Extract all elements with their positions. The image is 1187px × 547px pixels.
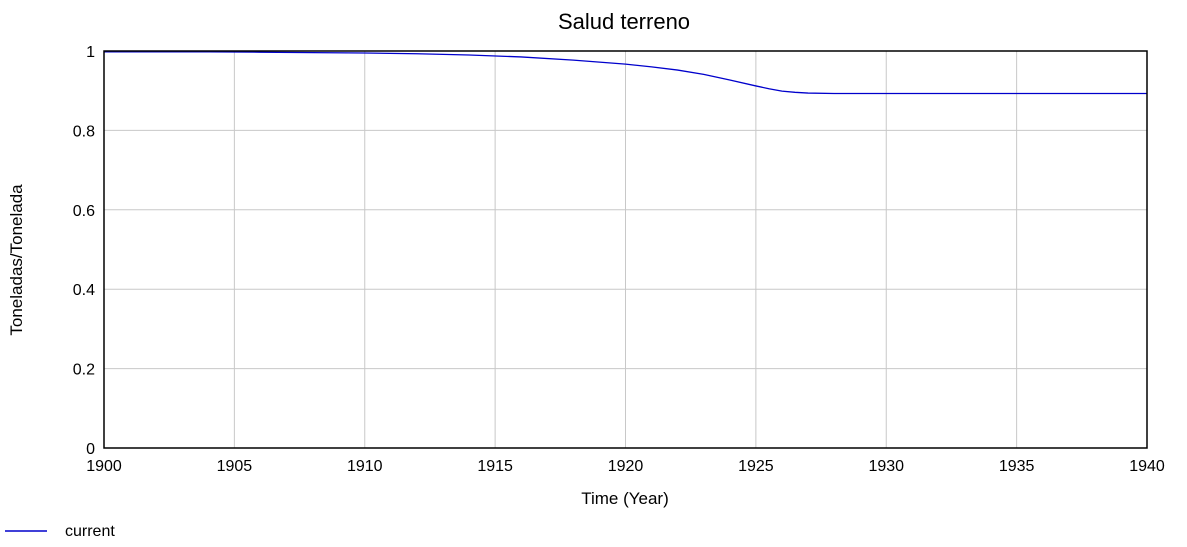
x-tick-label: 1915 <box>477 458 513 475</box>
x-axis-label: Time (Year) <box>581 489 669 508</box>
x-tick-labels: 1900 1905 1910 1915 1920 1925 1930 1935 1940 <box>86 458 1165 475</box>
legend: current <box>5 523 115 540</box>
y-tick-label: 1 <box>86 44 95 61</box>
y-tick-label: 0.4 <box>73 282 95 299</box>
x-tick-label: 1905 <box>217 458 253 475</box>
x-tick-label: 1930 <box>868 458 904 475</box>
y-tick-label: 0.8 <box>73 123 95 140</box>
y-axis-label: Toneladas/Tonelada <box>7 184 26 336</box>
series-layer <box>104 51 1147 95</box>
series-line-current <box>104 51 1147 95</box>
y-tick-label: 0 <box>86 441 95 458</box>
x-tick-label: 1935 <box>999 458 1035 475</box>
y-tick-label: 0.6 <box>73 203 95 220</box>
plot-frame <box>103 50 1148 449</box>
chart-title: Salud terreno <box>558 9 690 34</box>
grid-lines <box>104 51 1147 448</box>
x-tick-label: 1940 <box>1129 458 1165 475</box>
y-tick-labels: 0 0.2 0.4 0.6 0.8 1 <box>73 44 95 458</box>
legend-label-current: current <box>65 523 115 540</box>
x-tick-label: 1900 <box>86 458 122 475</box>
y-tick-label: 0.2 <box>73 362 95 379</box>
x-tick-label: 1910 <box>347 458 383 475</box>
x-tick-label: 1920 <box>608 458 644 475</box>
x-tick-label: 1925 <box>738 458 774 475</box>
